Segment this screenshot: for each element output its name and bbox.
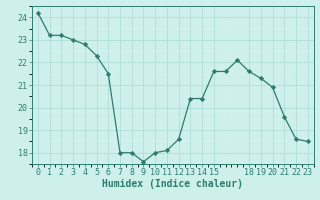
X-axis label: Humidex (Indice chaleur): Humidex (Indice chaleur) — [102, 179, 243, 189]
